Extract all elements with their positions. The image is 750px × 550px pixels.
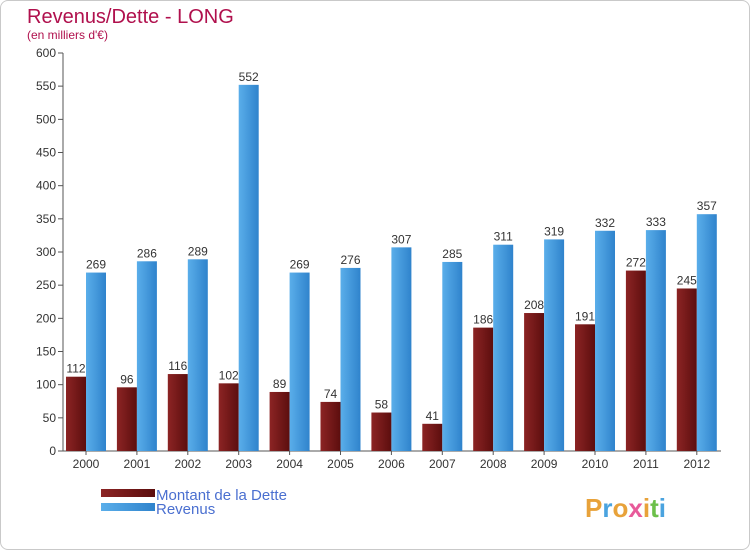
x-tick-label: 2001 <box>124 457 151 471</box>
data-label-dette: 74 <box>324 387 338 401</box>
x-tick-label: 2007 <box>429 457 456 471</box>
y-tick-label: 150 <box>36 345 56 359</box>
data-label-revenus: 276 <box>340 253 360 267</box>
data-label-revenus: 357 <box>697 199 717 213</box>
bar-dette <box>167 374 188 451</box>
data-label-revenus: 289 <box>188 244 208 258</box>
bar-dette <box>524 313 545 451</box>
y-tick-label: 450 <box>36 146 56 160</box>
bar-dette <box>218 383 239 451</box>
bar-dette <box>371 412 392 451</box>
data-label-revenus: 286 <box>137 246 157 260</box>
data-label-dette: 191 <box>575 309 595 323</box>
data-label-revenus: 269 <box>86 258 106 272</box>
bar-revenus <box>645 230 666 451</box>
legend: Montant de la Dette Revenus <box>101 487 287 518</box>
bar-revenus <box>136 261 157 451</box>
legend-label-dette: Montant de la Dette <box>156 487 287 504</box>
y-tick-label: 300 <box>36 245 56 259</box>
bar-revenus <box>544 239 565 451</box>
data-label-dette: 58 <box>375 398 389 412</box>
bar-dette <box>676 288 697 451</box>
x-tick-label: 2003 <box>225 457 252 471</box>
data-label-revenus: 307 <box>391 232 411 246</box>
data-labels: 112 269 96 286 116 289 102 552 89 269 74 276 58 307 41… <box>66 70 717 423</box>
legend-swatch-revenus <box>101 503 155 511</box>
axes: 0 50 100 150 200 250 300 350 400 450 500 550 600 2000… <box>36 46 721 471</box>
data-label-dette: 102 <box>219 368 239 382</box>
legend-swatch-dette <box>101 489 155 497</box>
bar-revenus <box>696 214 717 451</box>
chart-title: Revenus/Dette - LONG <box>27 6 234 28</box>
data-label-revenus: 319 <box>544 224 564 238</box>
y-tick-label: 550 <box>36 79 56 93</box>
bar-dette <box>116 387 137 451</box>
chart-subtitle: (en milliers d'€) <box>27 28 108 42</box>
data-label-dette: 186 <box>473 313 493 327</box>
y-tick-label: 250 <box>36 278 56 292</box>
x-tick-label: 2004 <box>276 457 303 471</box>
bar-revenus <box>442 261 463 451</box>
logo-letter: t <box>650 493 659 523</box>
bars <box>66 84 717 451</box>
y-tick-label: 350 <box>36 212 56 226</box>
bar-revenus <box>187 259 208 451</box>
bar-dette <box>269 391 290 451</box>
data-label-dette: 272 <box>626 256 646 270</box>
data-label-dette: 112 <box>66 362 85 376</box>
y-tick-label: 500 <box>36 112 56 126</box>
x-tick-label: 2012 <box>683 457 710 471</box>
proxiti-logo: Proxiti <box>585 493 666 523</box>
y-tick-label: 100 <box>36 378 56 392</box>
logo-letter: i <box>643 493 650 523</box>
legend-label-revenus: Revenus <box>156 501 215 518</box>
data-label-revenus: 333 <box>646 215 666 229</box>
data-label-revenus: 552 <box>239 70 259 84</box>
logo-letter: P <box>585 493 602 523</box>
y-tick-label: 600 <box>36 46 56 60</box>
data-label-dette: 245 <box>677 273 697 287</box>
data-label-dette: 41 <box>426 409 440 423</box>
y-tick-label: 200 <box>36 311 56 325</box>
x-tick-label: 2002 <box>174 457 201 471</box>
bar-dette <box>625 270 646 451</box>
bar-revenus <box>238 84 259 451</box>
x-tick-label: 2006 <box>378 457 405 471</box>
x-tick-label: 2009 <box>531 457 558 471</box>
bar-revenus <box>289 272 310 451</box>
x-tick-label: 2011 <box>633 457 659 471</box>
logo-letter: i <box>659 493 666 523</box>
bar-dette <box>575 324 595 451</box>
data-label-revenus: 332 <box>595 216 615 230</box>
y-tick-label: 50 <box>43 411 57 425</box>
data-label-dette: 96 <box>120 372 134 386</box>
x-tick-label: 2000 <box>73 457 100 471</box>
data-label-revenus: 269 <box>290 258 310 272</box>
x-tick-label: 2008 <box>480 457 507 471</box>
bar-revenus <box>391 247 412 451</box>
logo-letter: x <box>628 493 643 523</box>
data-label-dette: 89 <box>273 377 287 391</box>
logo-letter: o <box>612 493 628 523</box>
bar-dette <box>66 376 86 451</box>
data-label-revenus: 285 <box>442 247 462 261</box>
x-tick-label: 2005 <box>327 457 354 471</box>
y-tick-label: 0 <box>49 444 56 458</box>
x-tick-label: 2010 <box>582 457 609 471</box>
data-label-dette: 116 <box>168 359 187 373</box>
bar-revenus <box>340 267 361 451</box>
bar-dette <box>422 423 443 451</box>
data-label-revenus: 311 <box>494 230 513 244</box>
bar-revenus <box>493 244 514 451</box>
y-tick-label: 400 <box>36 179 56 193</box>
data-label-dette: 208 <box>524 298 544 312</box>
bar-dette <box>473 327 494 451</box>
bar-revenus <box>86 272 106 451</box>
logo-letter: r <box>602 493 612 523</box>
bar-dette <box>320 401 341 451</box>
bar-revenus <box>595 230 615 451</box>
